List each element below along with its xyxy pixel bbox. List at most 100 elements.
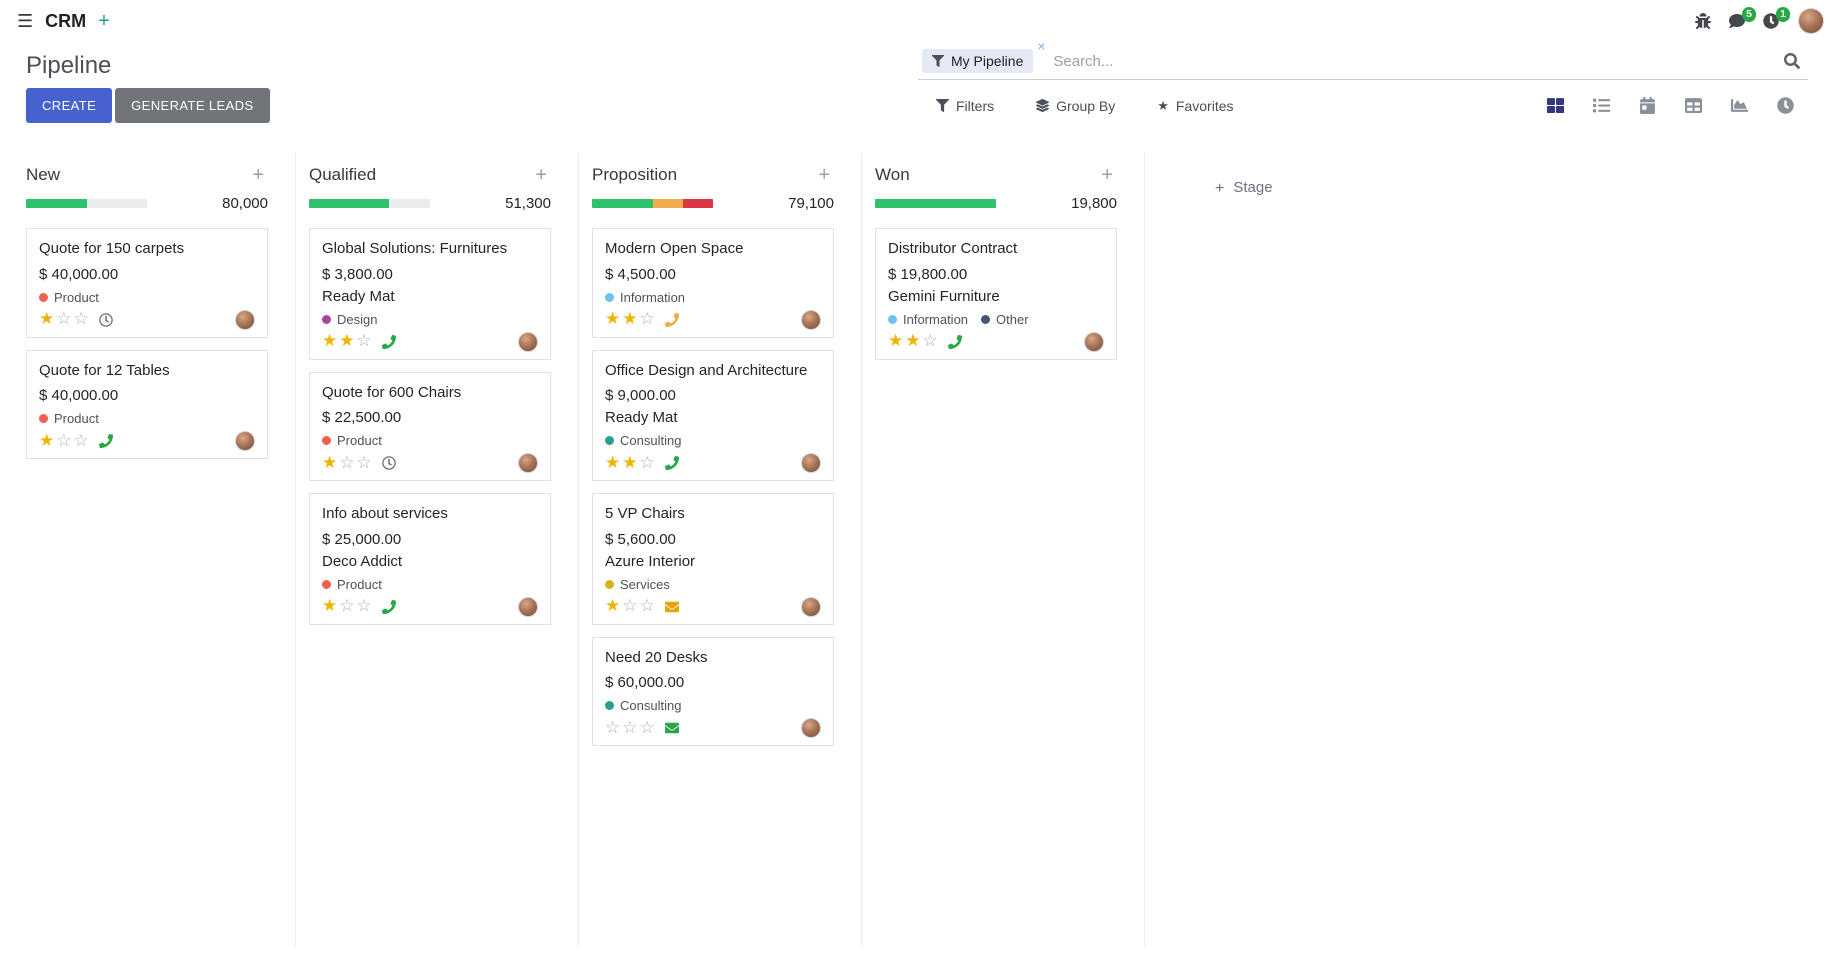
kanban-card[interactable]: Need 20 Desks $ 60,000.00 Consulting ☆ ☆ ☆ (592, 636, 834, 746)
kanban-card[interactable]: Quote for 600 Chairs $ 22,500.00 Product… (309, 371, 551, 481)
priority-star[interactable]: ☆ (56, 430, 72, 450)
add-record-button[interactable]: + (531, 165, 551, 185)
priority-star[interactable]: ★ (339, 331, 355, 350)
user-avatar[interactable] (1798, 8, 1824, 34)
salesperson-avatar[interactable] (518, 596, 538, 617)
priority-star[interactable]: ☆ (622, 717, 638, 737)
salesperson-avatar[interactable] (801, 309, 821, 330)
search-facet[interactable]: My Pipeline × (922, 39, 1045, 73)
priority-star[interactable]: ★ (605, 309, 621, 328)
messages-button[interactable]: 5 (1720, 7, 1756, 35)
clock-activity-icon[interactable] (98, 312, 113, 327)
priority-star[interactable]: ☆ (339, 596, 355, 615)
kanban-card[interactable]: Distributor Contract $ 19,800.00 Gemini … (875, 228, 1117, 360)
tag-consulting: Consulting (605, 698, 681, 713)
salesperson-avatar[interactable] (235, 431, 255, 451)
priority-star[interactable]: ☆ (639, 596, 655, 615)
activity-progress-bar[interactable] (592, 199, 713, 208)
priority-star[interactable]: ★ (322, 596, 338, 615)
view-switcher-graph[interactable] (1716, 91, 1762, 121)
progress-segment[interactable] (592, 199, 653, 208)
add-button[interactable]: + (89, 4, 119, 39)
menu-toggle-button[interactable]: ☰ (8, 5, 42, 38)
kanban-card[interactable]: Info about services $ 25,000.00 Deco Add… (309, 493, 551, 625)
priority-star[interactable]: ★ (39, 430, 55, 450)
search-button[interactable] (1780, 51, 1804, 71)
envelope-activity-icon[interactable] (664, 600, 679, 614)
app-name[interactable]: CRM (45, 10, 87, 31)
phone-activity-icon[interactable] (947, 334, 962, 349)
phone-activity-icon[interactable] (98, 434, 113, 448)
priority-star[interactable]: ☆ (622, 596, 638, 615)
activities-button[interactable]: 1 (1754, 7, 1790, 35)
salesperson-avatar[interactable] (801, 718, 821, 738)
debug-button[interactable] (1686, 7, 1720, 35)
salesperson-avatar[interactable] (1084, 331, 1104, 352)
activity-progress-bar[interactable] (309, 199, 430, 208)
progress-segment[interactable] (875, 199, 996, 208)
priority-star[interactable]: ★ (622, 452, 638, 472)
priority-star[interactable]: ☆ (339, 452, 355, 472)
priority-star[interactable]: ☆ (605, 717, 621, 737)
progress-segment[interactable] (26, 199, 87, 208)
add-record-button[interactable]: + (814, 165, 834, 185)
kanban-card[interactable]: 5 VP Chairs $ 5,600.00 Azure Interior Se… (592, 493, 834, 625)
salesperson-avatar[interactable] (801, 453, 821, 473)
priority-star[interactable]: ★ (39, 309, 55, 328)
progress-segment[interactable] (682, 199, 713, 208)
add-record-button[interactable]: + (248, 165, 268, 185)
phone-activity-icon[interactable] (664, 312, 679, 327)
priority-star[interactable]: ☆ (73, 309, 89, 328)
priority-stars: ★ ★ ☆ (605, 310, 657, 329)
priority-star[interactable]: ★ (322, 452, 338, 472)
create-button[interactable]: CREATE (26, 88, 113, 123)
view-switcher-kanban[interactable] (1532, 91, 1578, 121)
salesperson-avatar[interactable] (801, 596, 821, 617)
priority-star[interactable]: ☆ (356, 331, 372, 350)
kanban-card[interactable]: Quote for 12 Tables $ 40,000.00 Product … (26, 349, 268, 459)
view-switcher-list[interactable] (1578, 91, 1624, 121)
activity-progress-bar[interactable] (26, 199, 147, 208)
priority-star[interactable]: ☆ (639, 717, 655, 737)
priority-star[interactable]: ☆ (56, 309, 72, 328)
priority-star[interactable]: ★ (905, 331, 921, 350)
priority-star[interactable]: ★ (322, 331, 338, 350)
progress-segment[interactable] (652, 199, 683, 208)
phone-activity-icon[interactable] (664, 456, 679, 470)
priority-star[interactable]: ☆ (356, 452, 372, 472)
view-switcher-activity[interactable] (1762, 91, 1808, 121)
generate-leads-button[interactable]: GENERATE LEADS (115, 88, 270, 123)
priority-star[interactable]: ☆ (356, 596, 372, 615)
kanban-card[interactable]: Quote for 150 carpets $ 40,000.00 Produc… (26, 228, 268, 338)
priority-star[interactable]: ☆ (73, 430, 89, 450)
kanban-card[interactable]: Office Design and Architecture $ 9,000.0… (592, 349, 834, 481)
priority-star[interactable]: ★ (605, 596, 621, 615)
view-switcher-calendar[interactable] (1624, 91, 1670, 121)
progress-segment[interactable] (309, 199, 389, 208)
search-input[interactable] (1039, 48, 1774, 74)
clock-activity-icon[interactable] (381, 456, 396, 470)
kanban-card[interactable]: Modern Open Space $ 4,500.00 Information… (592, 228, 834, 338)
activity-progress-bar[interactable] (875, 199, 996, 208)
priority-star[interactable]: ☆ (639, 452, 655, 472)
add-stage-button[interactable]: + Stage (1145, 153, 1273, 947)
group-by-button[interactable]: Group By (1030, 97, 1121, 115)
tag-color-dot (39, 292, 48, 302)
filters-button[interactable]: Filters (930, 97, 1000, 115)
facet-remove-icon[interactable]: × (1037, 38, 1046, 54)
add-record-button[interactable]: + (1097, 165, 1117, 185)
view-switcher-pivot[interactable] (1670, 91, 1716, 121)
salesperson-avatar[interactable] (518, 331, 538, 352)
kanban-card[interactable]: Global Solutions: Furnitures $ 3,800.00 … (309, 228, 551, 360)
priority-star[interactable]: ★ (888, 331, 904, 350)
priority-star[interactable]: ★ (622, 309, 638, 328)
salesperson-avatar[interactable] (518, 453, 538, 473)
envelope-activity-icon[interactable] (664, 721, 679, 735)
salesperson-avatar[interactable] (235, 309, 255, 330)
priority-star[interactable]: ★ (605, 452, 621, 472)
phone-activity-icon[interactable] (381, 334, 396, 349)
phone-activity-icon[interactable] (381, 599, 396, 614)
priority-star[interactable]: ☆ (922, 331, 938, 350)
favorites-button[interactable]: ★ Favorites (1151, 97, 1239, 115)
priority-star[interactable]: ☆ (639, 309, 655, 328)
